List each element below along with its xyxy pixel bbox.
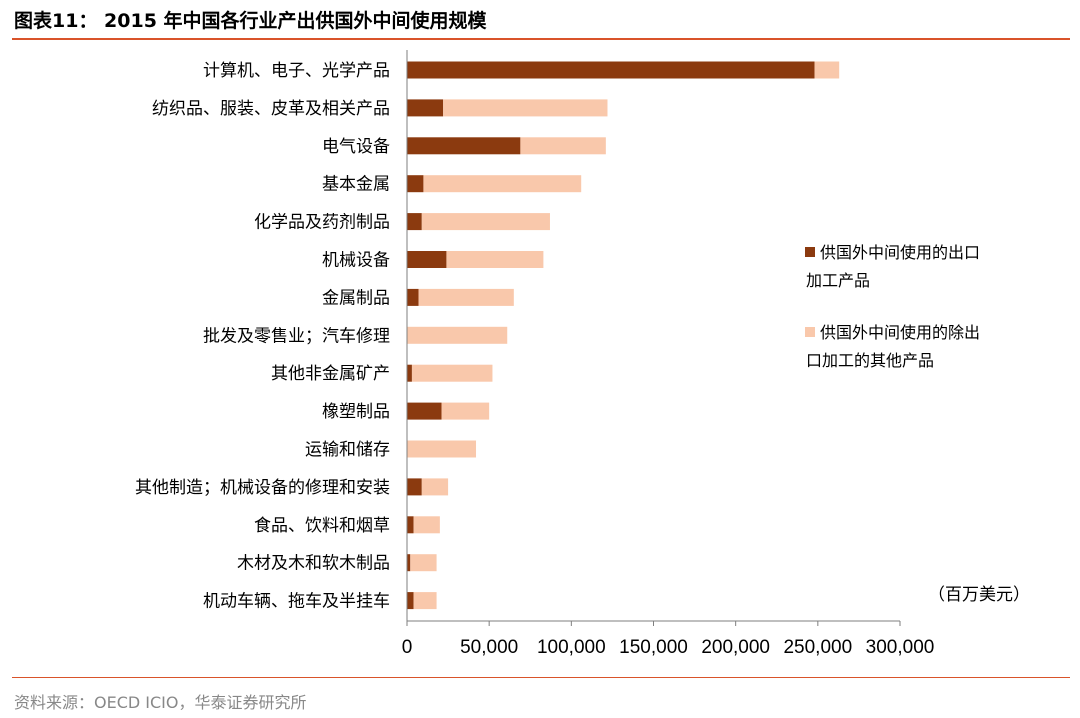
x-axis: 0 50,000 100,000 150,000 200,000 250,000 300,0… bbox=[402, 50, 935, 658]
bar-export-processing bbox=[407, 251, 447, 268]
bar-other-products bbox=[520, 137, 606, 155]
bar-other-products bbox=[413, 516, 440, 534]
legend-swatch-export-processing bbox=[805, 247, 815, 257]
x-tick-label: 200,000 bbox=[701, 637, 770, 658]
category-label: 其他制造；机械设备的修理和安装 bbox=[135, 478, 390, 498]
bar-export-processing bbox=[407, 364, 412, 382]
category-label: 食品、饮料和烟草 bbox=[254, 516, 390, 536]
category-label: 批发及零售业；汽车修理 bbox=[203, 326, 390, 346]
unit-label: （百万美元） bbox=[928, 585, 1030, 605]
x-tick-label: 300,000 bbox=[866, 637, 935, 658]
bar-export-processing bbox=[407, 61, 815, 79]
category-label: 基本金属 bbox=[322, 175, 390, 195]
bar-other-products bbox=[423, 175, 582, 193]
bar-export-processing bbox=[407, 554, 411, 572]
bar-other-products bbox=[814, 61, 840, 79]
category-label: 化学品及药剂制品 bbox=[254, 213, 390, 233]
bar-export-processing bbox=[407, 213, 422, 231]
x-tick-label: 250,000 bbox=[783, 637, 852, 658]
category-labels: 计算机、电子、光学产品纺织品、服装、皮革及相关产品电气设备基本金属化学品及药剂制… bbox=[135, 61, 390, 612]
category-label: 金属制品 bbox=[322, 288, 390, 308]
bar-other-products bbox=[421, 213, 550, 231]
category-label: 橡塑制品 bbox=[322, 402, 390, 422]
bar-other-products bbox=[407, 326, 508, 344]
legend-label: 加工产品 bbox=[806, 271, 870, 290]
legend-label: 口加工的其他产品 bbox=[806, 351, 934, 370]
x-tick-label: 0 bbox=[402, 637, 413, 658]
bar-export-processing bbox=[407, 402, 442, 420]
bar-other-products bbox=[446, 251, 544, 268]
bar-other-products bbox=[407, 440, 477, 458]
bar-export-processing bbox=[407, 99, 444, 117]
bar-other-products bbox=[410, 554, 437, 572]
bars bbox=[407, 61, 840, 610]
bar-export-processing bbox=[407, 592, 414, 610]
x-tick-label: 150,000 bbox=[619, 637, 688, 658]
chart-title: 图表11： 2015 年中国各行业产出供国外中间使用规模 bbox=[14, 10, 487, 32]
category-label: 木材及木和软木制品 bbox=[237, 554, 390, 574]
bar-export-processing bbox=[407, 137, 521, 155]
bar-other-products bbox=[411, 364, 493, 382]
bar-export-processing bbox=[407, 288, 419, 306]
bar-other-products bbox=[418, 288, 514, 306]
category-label: 计算机、电子、光学产品 bbox=[203, 61, 390, 81]
bar-export-processing bbox=[407, 516, 414, 534]
category-label: 纺织品、服装、皮革及相关产品 bbox=[152, 99, 390, 119]
category-label: 机械设备 bbox=[322, 251, 390, 271]
legend-swatch-other-products bbox=[805, 327, 815, 337]
bar-export-processing bbox=[407, 175, 424, 193]
bar-other-products bbox=[441, 402, 490, 420]
bar-other-products bbox=[413, 592, 437, 610]
category-label: 运输和储存 bbox=[305, 440, 390, 460]
bar-export-processing bbox=[407, 478, 422, 496]
legend-label: 供国外中间使用的除出 bbox=[820, 323, 980, 342]
footer-rule bbox=[12, 677, 1070, 678]
x-tick-label: 100,000 bbox=[537, 637, 606, 658]
source-note: 资料来源：OECD ICIO，华泰证券研究所 bbox=[14, 693, 307, 712]
title-rule bbox=[12, 38, 1070, 40]
bar-other-products bbox=[443, 99, 608, 117]
category-label: 机动车辆、拖车及半挂车 bbox=[203, 592, 390, 612]
category-label: 其他非金属矿产 bbox=[271, 364, 390, 384]
legend-label: 供国外中间使用的出口 bbox=[820, 243, 980, 262]
bar-other-products bbox=[421, 478, 449, 496]
category-label: 电气设备 bbox=[322, 137, 390, 157]
x-tick-label: 50,000 bbox=[460, 637, 518, 658]
